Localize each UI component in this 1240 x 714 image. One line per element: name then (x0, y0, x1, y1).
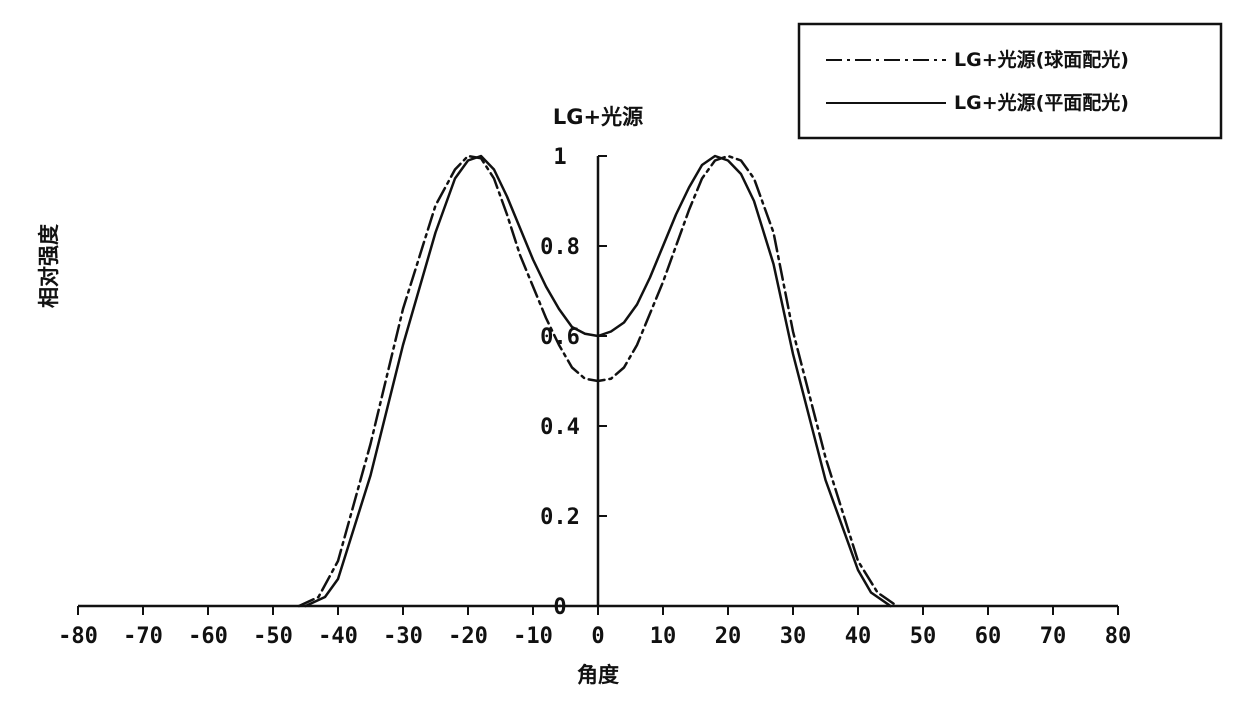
y-tick-label: 0.4 (540, 415, 580, 440)
x-tick-label: -60 (188, 624, 228, 649)
y-tick-label: 1 (553, 145, 566, 170)
x-tick-label: -40 (318, 624, 358, 649)
y-tick-label: 0.6 (540, 325, 580, 350)
x-tick-label: -10 (513, 624, 553, 649)
x-tick-label: 70 (1040, 624, 1067, 649)
y-tick-label: 0 (553, 595, 566, 620)
y-tick-label: 0.2 (540, 505, 580, 530)
legend-label-planar: LG+光源(平面配光) (954, 91, 1129, 114)
legend-box (799, 24, 1221, 138)
legend: LG+光源(球面配光) LG+光源(平面配光) (799, 24, 1221, 138)
x-tick-label: -80 (58, 624, 98, 649)
x-tick-label: 50 (910, 624, 937, 649)
x-tick-label: 20 (715, 624, 742, 649)
x-tick-label: -50 (253, 624, 293, 649)
chart-title: LG+光源 (553, 105, 643, 129)
x-axis-label: 角度 (577, 663, 619, 687)
x-tick-label: -20 (448, 624, 488, 649)
legend-label-spherical: LG+光源(球面配光) (954, 48, 1129, 71)
x-tick-label: 10 (650, 624, 677, 649)
x-tick-label: 30 (780, 624, 807, 649)
tick-labels: -80-70-60-50-40-30-20-100102030405060708… (58, 145, 1131, 649)
x-tick-label: -70 (123, 624, 163, 649)
axes (78, 156, 1118, 615)
x-tick-label: -30 (383, 624, 423, 649)
y-axis-label: 相对强度 (37, 224, 61, 308)
x-tick-label: 80 (1105, 624, 1132, 649)
x-tick-label: 0 (591, 624, 604, 649)
x-tick-label: 60 (975, 624, 1002, 649)
y-tick-label: 0.8 (540, 235, 580, 260)
x-tick-label: 40 (845, 624, 872, 649)
